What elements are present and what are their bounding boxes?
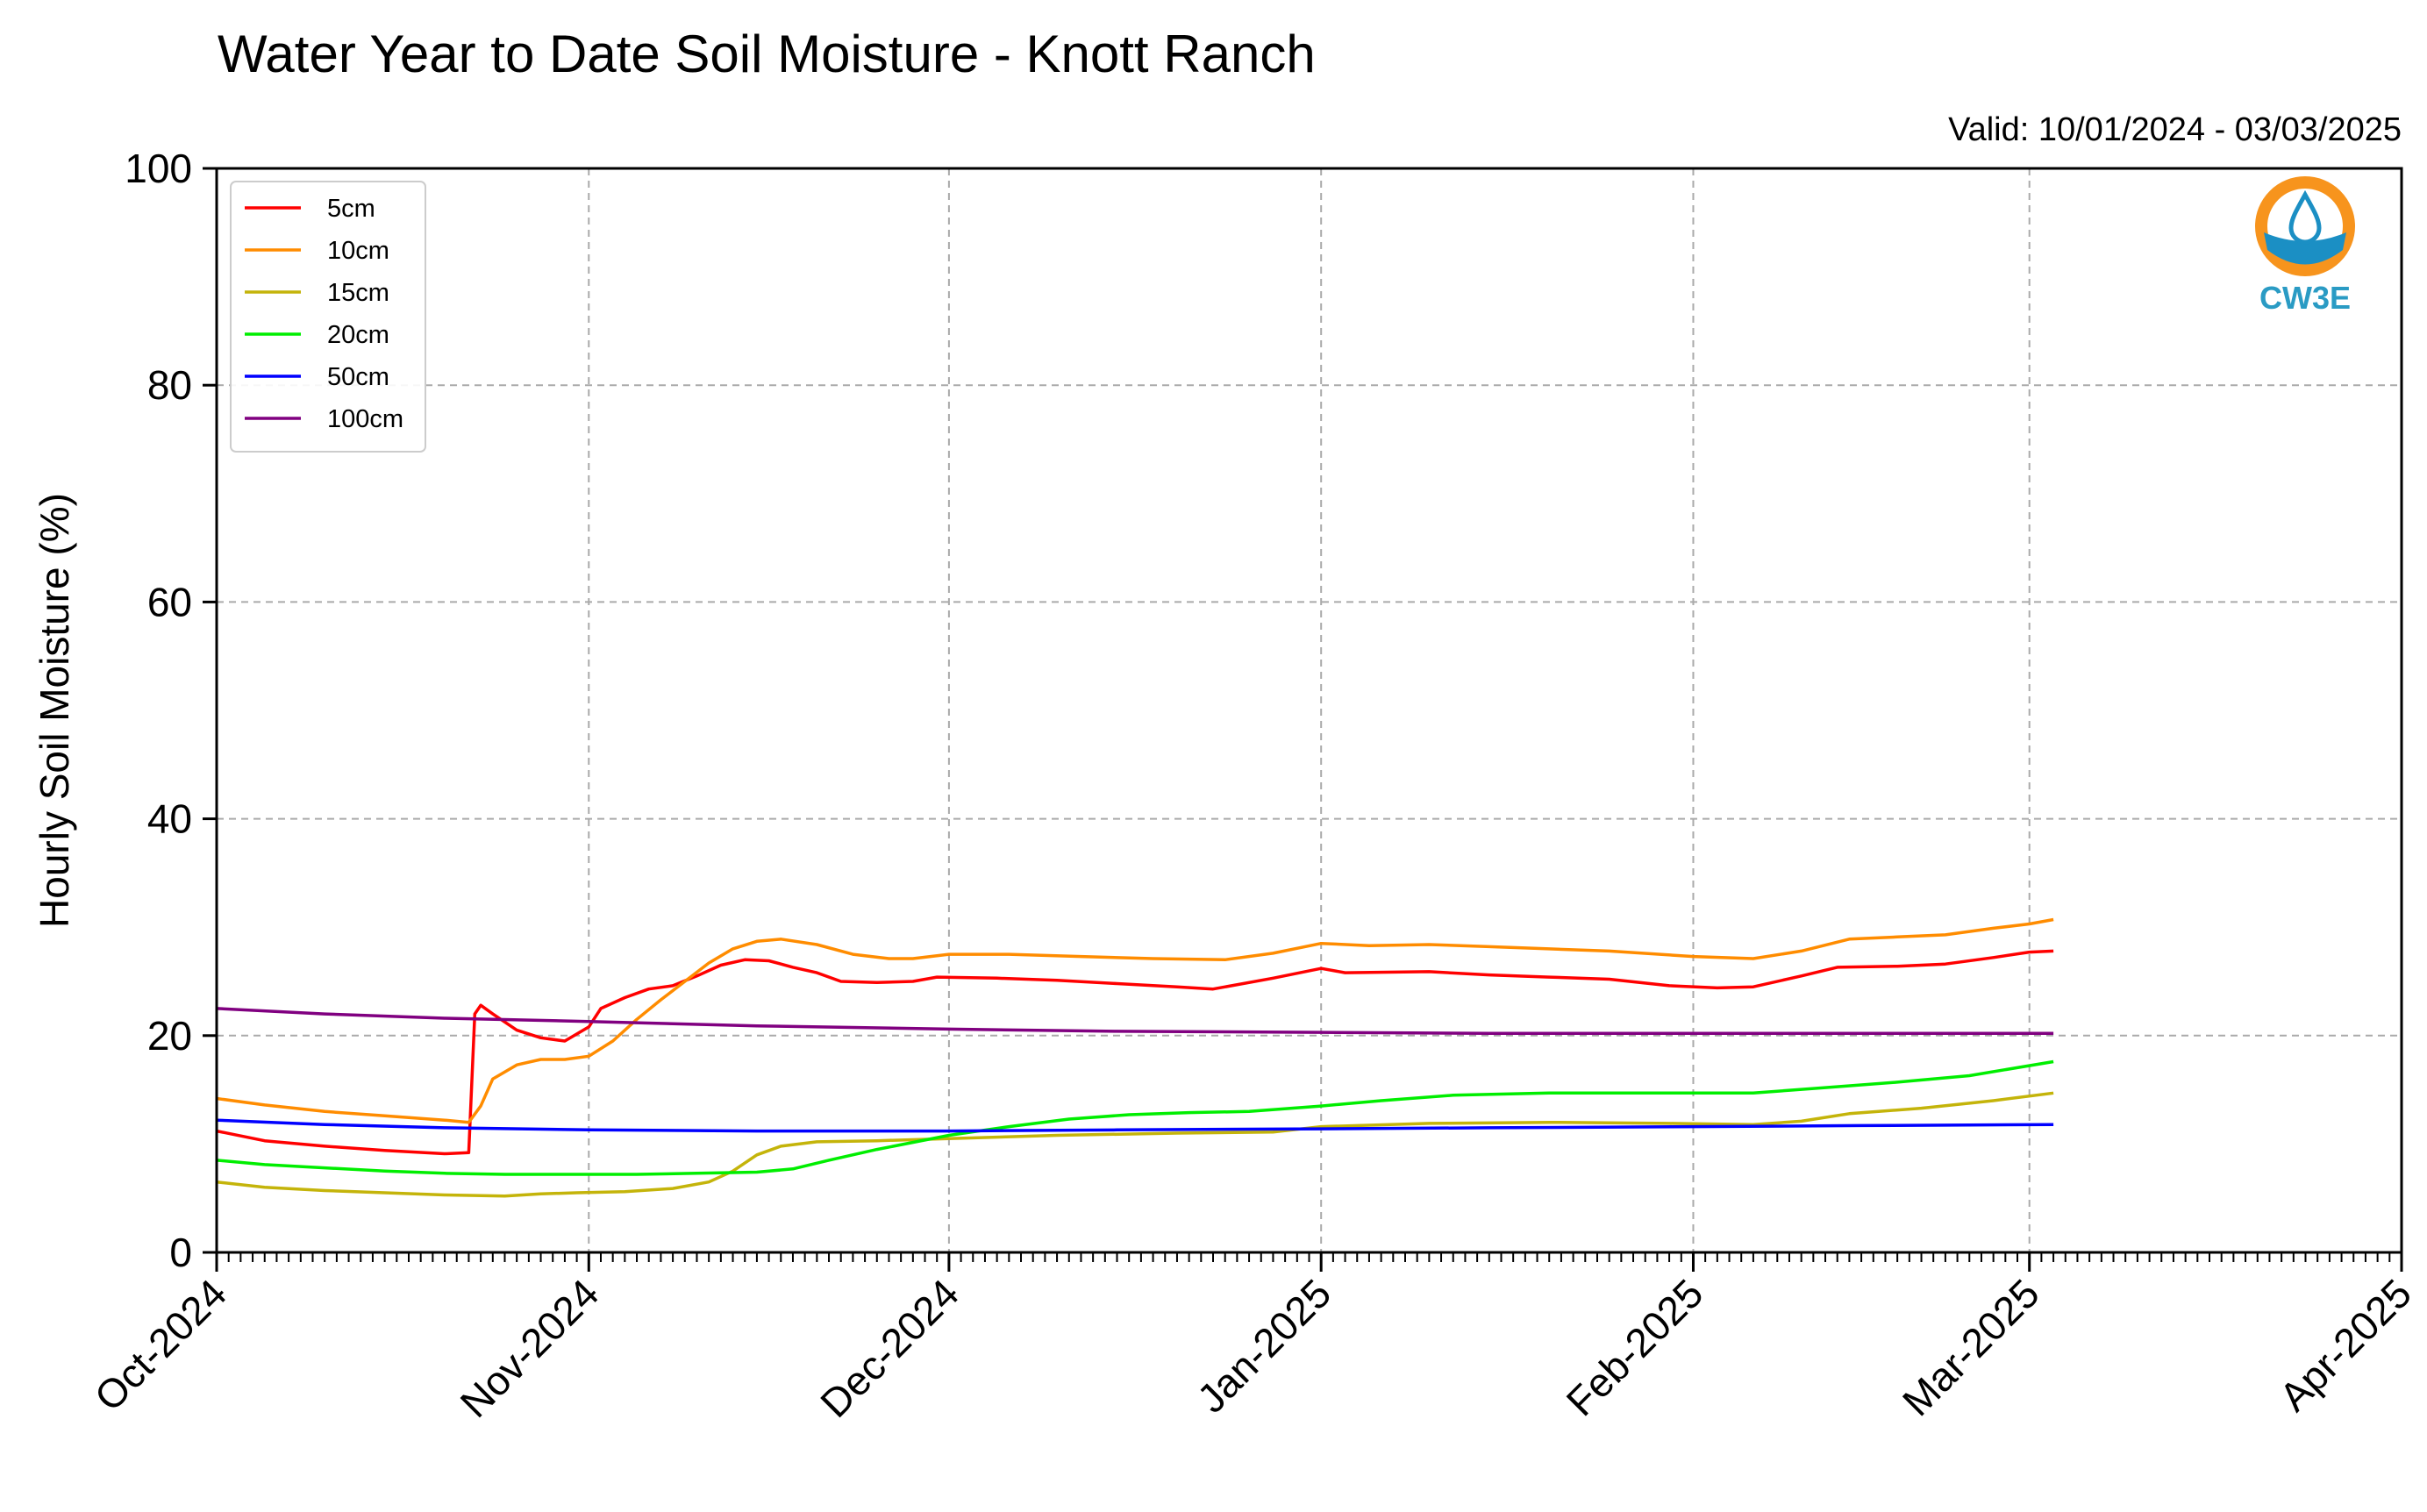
y-tick-label: 40 (147, 796, 192, 842)
legend-label-20cm: 20cm (327, 321, 389, 349)
chart-subtitle: Valid: 10/01/2024 - 03/03/2025 (1948, 111, 2402, 148)
y-tick-label: 80 (147, 362, 192, 408)
legend: 5cm 10cm 15cm 20cm 50cm 100cm (230, 181, 426, 453)
y-axis-label: Hourly Soil Moisture (%) (32, 493, 77, 928)
series-line-20cm (216, 1059, 2054, 1176)
chart-title: Water Year to Date Soil Moisture - Knott… (218, 25, 1316, 83)
legend-label-10cm: 10cm (327, 237, 389, 265)
y-tick-label: 60 (147, 579, 192, 624)
legend-label-50cm: 50cm (327, 363, 389, 391)
y-axis: 0 20 40 60 80 100 (125, 146, 217, 1275)
y-tick-label: 20 (147, 1013, 192, 1059)
legend-label-15cm: 15cm (327, 279, 389, 307)
legend-label-100cm: 100cm (327, 405, 403, 433)
series-line-5cm (216, 949, 2054, 1156)
logo-text: CW3E (2259, 280, 2351, 316)
logo-drop-icon (2288, 189, 2322, 245)
logo-water-band (2264, 232, 2346, 265)
series-line-100cm (216, 1007, 2054, 1036)
x-minor-ticks (227, 1252, 2391, 1262)
y-tick-label: 0 (169, 1230, 192, 1275)
series-lines (216, 917, 2054, 1198)
series-line-10cm (216, 917, 2054, 1124)
y-tick-label: 100 (125, 146, 192, 191)
legend-label-5cm: 5cm (327, 195, 375, 223)
cw3e-logo: CW3E (2255, 176, 2355, 316)
grid-lines (217, 168, 2402, 1252)
series-line-15cm (216, 1091, 2054, 1198)
series-line-50cm (216, 1118, 2054, 1133)
